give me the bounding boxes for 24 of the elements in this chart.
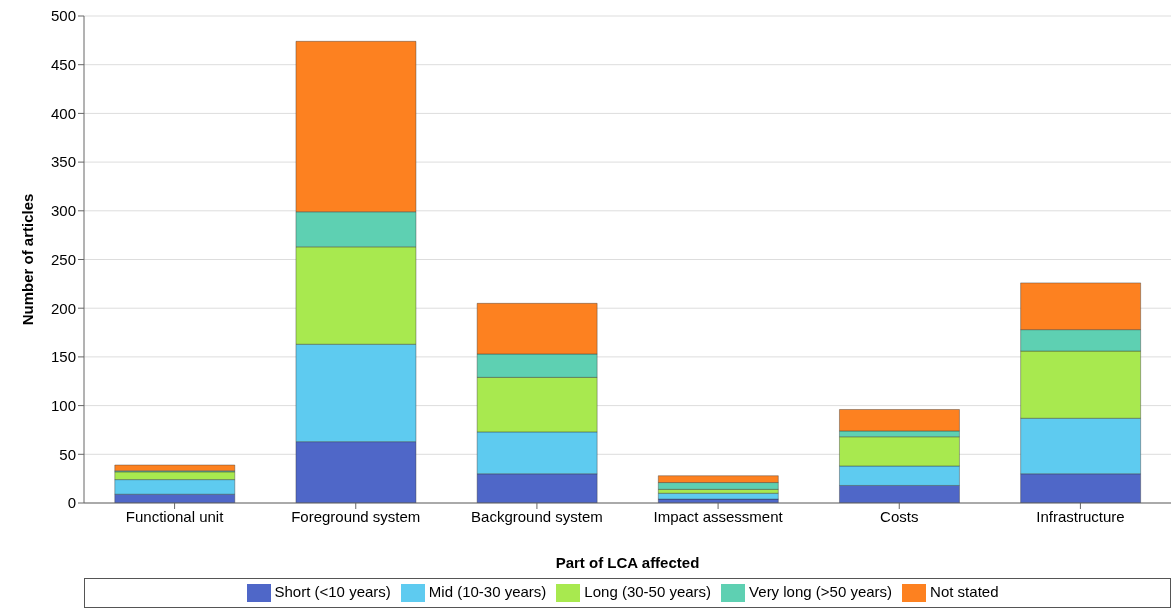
x-tick-label: Background system: [471, 507, 603, 525]
legend-label: Mid (10-30 years): [428, 582, 547, 600]
x-tick-label: Foreground system: [291, 507, 421, 525]
y-tick-label: 50: [59, 445, 76, 463]
x-tick-label: Impact assessment: [653, 507, 784, 525]
y-tick-label: 450: [50, 56, 76, 74]
y-tick-label: 500: [50, 7, 76, 25]
y-tick-label: 250: [50, 250, 76, 268]
y-tick-label: 300: [50, 202, 76, 220]
y-tick-label: 350: [50, 153, 76, 171]
x-tick-label: Infrastructure: [1036, 507, 1125, 525]
legend-label: Short (<10 years): [274, 582, 391, 600]
y-tick-label: 400: [50, 104, 76, 122]
legend-label: Very long (>50 years): [749, 582, 893, 600]
y-tick-label: 0: [67, 494, 76, 512]
x-axis-title: Part of LCA affected: [555, 554, 700, 571]
y-tick-label: 100: [50, 396, 76, 414]
y-axis-title: Number of articles: [19, 193, 37, 326]
legend-label: Not stated: [930, 582, 999, 600]
x-tick-label: Costs: [880, 507, 919, 525]
x-tick-label: Functional unit: [125, 507, 225, 525]
legend-label: Long (30-50 years): [584, 582, 712, 600]
y-tick-label: 150: [50, 348, 76, 366]
y-tick-label: 200: [50, 299, 76, 317]
